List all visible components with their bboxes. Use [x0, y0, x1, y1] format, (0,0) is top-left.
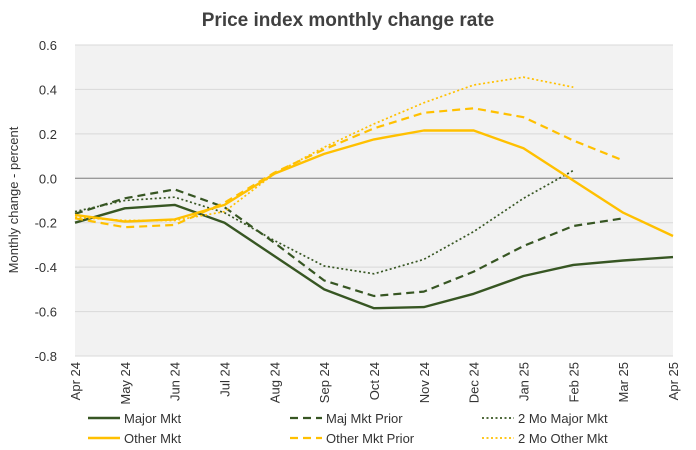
plot-area: [75, 45, 673, 356]
y-axis-label: Monthly change - percent: [6, 126, 21, 273]
x-tick-label: Apr 24: [68, 362, 83, 400]
x-tick-label: Mar 25: [616, 362, 631, 402]
series-line: [74, 188, 624, 298]
series-line: [74, 129, 674, 238]
legend-label: 2 Mo Major Mkt: [518, 411, 608, 426]
series-group: [74, 76, 674, 310]
series-line: [74, 107, 624, 229]
legend-label: Major Mkt: [124, 411, 181, 426]
legend-label: Other Mkt Prior: [326, 431, 415, 446]
series-line: [74, 169, 574, 275]
y-tick-label: 0.0: [39, 171, 57, 186]
legend-label: Other Mkt: [124, 431, 181, 446]
x-tick-label: Dec 24: [467, 362, 482, 403]
x-tick-label: Jun 24: [168, 362, 183, 401]
x-tick-label: Nov 24: [417, 362, 432, 403]
y-tick-label: 0.4: [39, 82, 57, 97]
x-tick-label: May 24: [118, 362, 133, 405]
legend-label: Maj Mkt Prior: [326, 411, 403, 426]
x-tick-label: Apr 25: [666, 362, 681, 400]
x-tick-label: Oct 24: [367, 362, 382, 400]
legend-label: 2 Mo Other Mkt: [518, 431, 608, 446]
y-tick-label: 0.6: [39, 38, 57, 53]
x-tick-label: Sep 24: [317, 362, 332, 403]
y-tick-label: -0.2: [35, 216, 57, 231]
y-axis-ticks: 0.6 0.4 0.2 0.0 -0.2 -0.4 -0.6 -0.8: [35, 38, 57, 364]
chart-title: Price index monthly change rate: [202, 10, 494, 31]
y-tick-label: -0.4: [35, 260, 57, 275]
y-tick-label: 0.2: [39, 127, 57, 142]
y-tick-label: -0.8: [35, 349, 57, 364]
x-tick-label: Aug 24: [267, 362, 282, 403]
series-line: [74, 203, 674, 310]
x-tick-label: Jan 25: [517, 362, 532, 401]
x-axis-ticks: Apr 24 May 24 Jun 24 Jul 24 Aug 24 Sep 24 Oct …: [68, 362, 681, 405]
x-tick-label: Jul 24: [218, 362, 233, 397]
y-tick-label: -0.6: [35, 305, 57, 320]
legend: Major Mkt Maj Mkt Prior 2 Mo Major Mkt Othe…: [88, 411, 608, 446]
x-tick-label: Feb 25: [566, 362, 581, 402]
